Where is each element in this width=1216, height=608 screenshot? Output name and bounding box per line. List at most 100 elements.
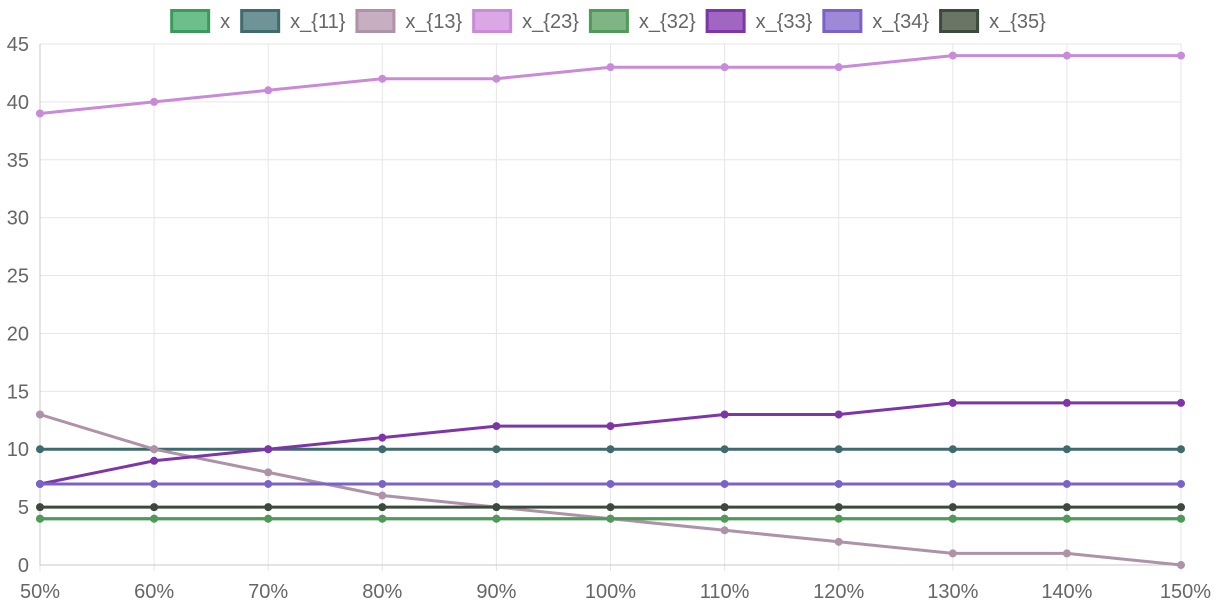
data-point (150, 514, 159, 523)
legend-label: x_{11} (290, 11, 346, 33)
y-tick-label: 45 (7, 34, 29, 56)
legend-item[interactable]: x_{23} (472, 9, 580, 34)
data-point (378, 491, 387, 500)
data-point (264, 445, 273, 454)
y-tick-label: 30 (7, 208, 29, 230)
axes (39, 44, 1181, 566)
legend: x x_{11} x_{13} x_{23} x_{32} x_{33} x_{34} x_{… (170, 9, 1047, 34)
data-point (1062, 503, 1071, 512)
y-tick-label: 5 (18, 497, 29, 519)
data-point (1177, 514, 1185, 523)
x-tick-label: 110% (700, 581, 750, 603)
data-point (606, 479, 615, 488)
legend-swatch (588, 9, 629, 33)
data-point (948, 549, 957, 558)
x-tick-label: 100% (585, 581, 636, 603)
data-point (36, 514, 44, 523)
data-point (606, 63, 615, 72)
x-tick-label: 150% (1160, 581, 1211, 603)
data-point (720, 410, 729, 419)
data-point (36, 503, 44, 512)
legend-swatch (170, 9, 211, 33)
legend-item[interactable]: x_{33} (705, 9, 813, 34)
data-point (834, 514, 843, 523)
legend-label: x (220, 11, 230, 33)
y-tick-label: 0 (18, 555, 29, 577)
data-point (948, 503, 957, 512)
x-tick-labels: 50% 60% 70% 80% 90% 100% 110% 120% 130% 140% 150% (20, 581, 1211, 603)
data-point (1177, 479, 1185, 488)
data-point (150, 456, 159, 465)
data-point (834, 410, 843, 419)
y-tick-label: 20 (7, 323, 29, 345)
data-point (1062, 445, 1071, 454)
data-point (720, 445, 729, 454)
data-point (834, 479, 843, 488)
series-5 (36, 398, 1185, 488)
x-tick-label: 60% (134, 581, 174, 603)
data-point (720, 503, 729, 512)
legend-label: x_{34} (872, 11, 929, 33)
legend-item[interactable]: x_{34} (822, 9, 930, 34)
data-point (378, 479, 387, 488)
data-point (1062, 51, 1071, 60)
series-4 (36, 514, 1185, 523)
data-point (492, 514, 501, 523)
x-tick-label: 130% (927, 581, 978, 603)
legend-item[interactable]: x_{35} (939, 9, 1047, 34)
legend-label: x_{32} (639, 11, 696, 33)
data-point (834, 537, 843, 546)
legend-item[interactable]: x_{13} (355, 9, 463, 34)
data-point (1062, 398, 1071, 407)
legend-item[interactable]: x_{11} (240, 9, 346, 34)
x-tick-label: 50% (20, 581, 60, 603)
data-point (1177, 398, 1185, 407)
data-point (492, 503, 501, 512)
data-point (264, 479, 273, 488)
legend-item[interactable]: x (170, 9, 231, 34)
data-point (948, 514, 957, 523)
data-point (834, 63, 843, 72)
legend-swatch (939, 9, 980, 33)
data-point (720, 514, 729, 523)
data-point (720, 479, 729, 488)
data-point (948, 398, 957, 407)
data-point (264, 468, 273, 477)
data-point (492, 422, 501, 431)
legend-label: x_{33} (756, 11, 813, 33)
data-point (1177, 561, 1185, 569)
data-point (492, 479, 501, 488)
data-point (36, 445, 44, 454)
series-1 (36, 445, 1185, 454)
legend-item[interactable]: x_{32} (588, 9, 696, 34)
x-tick-label: 80% (362, 581, 402, 603)
data-point (1177, 503, 1185, 512)
data-point (834, 445, 843, 454)
data-point (36, 410, 44, 419)
data-point (948, 51, 957, 60)
y-tick-label: 10 (7, 439, 29, 461)
legend-swatch (355, 9, 396, 33)
data-point (948, 445, 957, 454)
data-point (378, 74, 387, 83)
legend-label: x_{23} (522, 11, 579, 33)
data-point (492, 445, 501, 454)
data-point (1062, 514, 1071, 523)
data-point (378, 433, 387, 442)
data-point (36, 109, 44, 118)
series-6 (36, 479, 1185, 488)
data-point (150, 503, 159, 512)
data-point (492, 74, 501, 83)
data-point (834, 503, 843, 512)
x-tick-label: 70% (248, 581, 288, 603)
data-point (1177, 445, 1185, 454)
data-point (1062, 479, 1071, 488)
data-point (948, 479, 957, 488)
data-point (378, 514, 387, 523)
legend-swatch (822, 9, 863, 33)
data-point (606, 422, 615, 431)
y-tick-label: 25 (7, 266, 29, 288)
data-point (36, 479, 44, 488)
y-tick-label: 15 (7, 381, 29, 403)
